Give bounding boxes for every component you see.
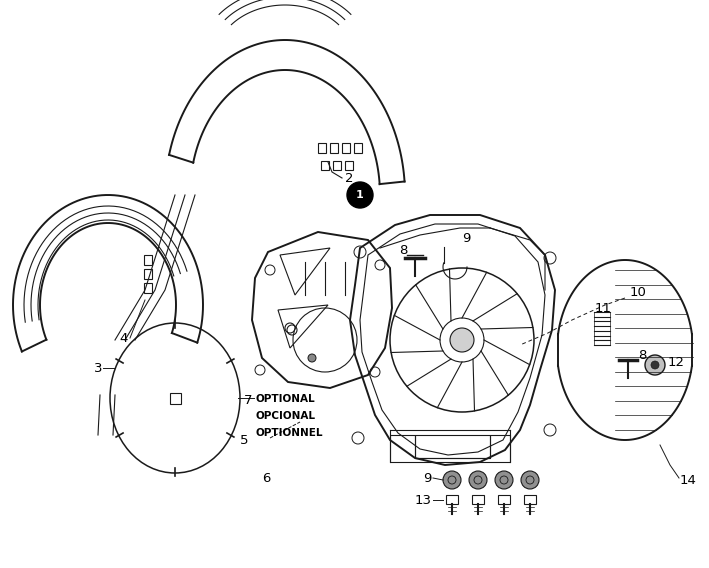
Circle shape (495, 471, 513, 489)
Circle shape (308, 354, 316, 362)
Bar (524, 495, 536, 504)
Bar (446, 495, 458, 504)
Bar (318, 143, 326, 153)
Text: 12: 12 (668, 356, 685, 369)
Text: 9: 9 (462, 232, 470, 244)
Circle shape (521, 471, 539, 489)
Bar (330, 143, 338, 153)
Text: 14: 14 (680, 474, 697, 487)
Bar (333, 161, 341, 170)
Circle shape (443, 471, 461, 489)
Circle shape (450, 328, 474, 352)
Circle shape (651, 361, 659, 369)
Bar (321, 161, 329, 170)
Text: 8: 8 (638, 349, 647, 361)
Text: 6: 6 (262, 471, 270, 485)
Circle shape (469, 471, 487, 489)
Text: 11: 11 (595, 302, 612, 315)
Bar (345, 161, 353, 170)
Bar (144, 269, 152, 279)
Text: OPTIONAL: OPTIONAL (255, 394, 315, 404)
Text: 2: 2 (345, 172, 354, 185)
Text: 9: 9 (423, 471, 432, 485)
Text: 13: 13 (415, 494, 432, 507)
Bar (169, 392, 181, 403)
Bar (498, 495, 510, 504)
Text: OPTIONNEL: OPTIONNEL (255, 428, 323, 438)
Text: 4: 4 (120, 332, 128, 345)
Text: 5: 5 (240, 433, 248, 446)
Text: 1: 1 (356, 190, 364, 200)
Bar (342, 143, 350, 153)
Text: OPCIONAL: OPCIONAL (255, 411, 315, 421)
Bar (472, 495, 484, 504)
Text: 3: 3 (94, 361, 102, 374)
Bar (354, 143, 362, 153)
Bar (144, 255, 152, 265)
Text: 7: 7 (243, 394, 252, 407)
Bar (144, 283, 152, 293)
Circle shape (347, 182, 373, 208)
Text: 8: 8 (400, 244, 408, 257)
Text: 10: 10 (630, 286, 647, 299)
Circle shape (645, 355, 665, 375)
